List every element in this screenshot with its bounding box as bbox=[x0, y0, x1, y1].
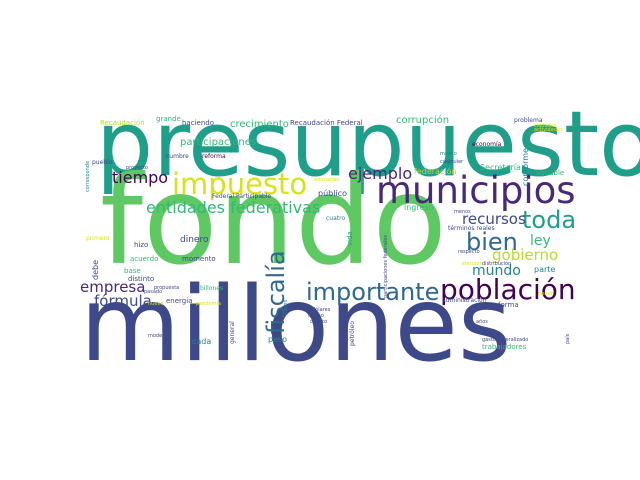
word-recursos: recursos bbox=[462, 210, 526, 228]
word-economia: economía bbox=[472, 141, 502, 148]
word-importante: importante bbox=[306, 278, 440, 306]
word-terminos-reales: términos reales bbox=[448, 225, 495, 232]
word-cada: cada bbox=[192, 337, 212, 346]
word-tienen: tienen bbox=[538, 291, 554, 297]
word-conforme: conforme bbox=[521, 148, 530, 186]
word-formula: fórmula bbox=[94, 292, 152, 310]
word-momento: momento bbox=[182, 255, 216, 263]
word-respecto: respecto bbox=[458, 249, 480, 255]
word-primero: primero bbox=[86, 235, 110, 242]
word-gobierno: gobierno bbox=[492, 246, 559, 264]
word-casos: casos bbox=[283, 299, 289, 314]
word-participaciones-federales: participaciones federales bbox=[383, 235, 389, 298]
word-recaudacion-federal: Recaudación Federal bbox=[290, 119, 363, 127]
word-pais: país bbox=[565, 333, 571, 344]
word-modelo: modelo bbox=[148, 333, 167, 339]
word-debe: debe bbox=[91, 260, 100, 280]
word-variable: variable bbox=[536, 169, 565, 177]
word-propuesta: propuesta bbox=[154, 285, 180, 291]
word-mismo: mismo bbox=[440, 151, 457, 157]
word-haciendo: haciendo bbox=[182, 119, 214, 127]
word-hizo: hizo bbox=[134, 241, 149, 249]
word-participaciones: participaciones bbox=[180, 137, 257, 148]
word-forma: forma bbox=[498, 301, 519, 309]
word-tiempo: tiempo bbox=[112, 168, 169, 187]
word-petroleo: petróleo bbox=[349, 321, 356, 346]
word-menos: menos bbox=[454, 209, 471, 215]
word-general: general bbox=[229, 321, 236, 344]
word-proyecto: proyecto bbox=[126, 165, 148, 171]
word-bien: bien bbox=[466, 228, 518, 256]
word-trabajadores: trabajadores bbox=[482, 343, 527, 351]
word-distribucion: distribución bbox=[482, 261, 512, 267]
word-base: base bbox=[124, 267, 141, 275]
word-ingreso: ingreso bbox=[404, 203, 434, 212]
word-corresponde: corresponde bbox=[85, 160, 91, 192]
word-billones: billones bbox=[200, 285, 224, 292]
word-pandemia: pandemia bbox=[196, 301, 221, 307]
word-educacion: educación bbox=[314, 177, 340, 183]
word-mundo: mundo bbox=[472, 263, 521, 279]
word-cualquier: cualquier bbox=[440, 159, 464, 165]
word-cuatro: cuatro bbox=[326, 215, 346, 222]
word-reforma: reforma bbox=[202, 153, 226, 160]
word-ejemplo: ejemplo bbox=[348, 164, 413, 183]
word-acuerdo: acuerdo bbox=[130, 255, 159, 263]
word-ciudades: ciudades bbox=[534, 123, 557, 129]
word-impuesto: impuesto bbox=[172, 167, 308, 201]
word-federal-participable: Federal Participable bbox=[212, 193, 272, 200]
word-poblacion: población bbox=[440, 273, 576, 306]
word-empresa: empresa bbox=[80, 278, 146, 296]
word-anos: años bbox=[476, 319, 488, 325]
word-eleccion: elección bbox=[462, 261, 483, 267]
word-pueblo: pueblo bbox=[92, 159, 113, 166]
word-parte: parte bbox=[534, 265, 556, 274]
word-secretaria: Secretaría bbox=[480, 163, 521, 172]
word-municipios: municipios bbox=[376, 169, 576, 212]
word-ley: ley bbox=[530, 233, 551, 249]
word-dolares: dólares bbox=[312, 307, 331, 313]
word-dinero: dinero bbox=[180, 235, 209, 245]
word-presupuesto: presupuesto bbox=[96, 92, 640, 197]
word-publico: público bbox=[318, 189, 347, 198]
word-nuevo: nuevo bbox=[148, 301, 164, 307]
word-vida: vida bbox=[346, 231, 354, 246]
word-cuanto: cuanto bbox=[310, 319, 328, 325]
word-energia: energía bbox=[166, 297, 193, 305]
word-cumbre: cumbre bbox=[166, 153, 189, 160]
word-grande: grande bbox=[156, 115, 181, 123]
word-crecimiento: crecimiento bbox=[230, 119, 289, 130]
word-fiscalia: fiscalía bbox=[262, 250, 290, 334]
word-problema: problema bbox=[514, 117, 543, 124]
word-fondo: fondo bbox=[100, 150, 447, 292]
word-recaudacion: Recaudación bbox=[100, 119, 145, 127]
word-ultimo: último bbox=[308, 313, 324, 319]
word-toda: toda bbox=[522, 206, 577, 234]
word-entidades-federativas: entidades federativas bbox=[146, 198, 321, 217]
word-pasado: pasado bbox=[144, 289, 163, 295]
word-millones: millones bbox=[80, 265, 512, 385]
word-federacion: federación bbox=[414, 167, 457, 176]
word-corrupcion: corrupción bbox=[396, 115, 450, 126]
word-gasto-federalizado: gasto federalizado bbox=[482, 337, 529, 343]
word-peso: peso bbox=[268, 335, 288, 344]
word-distinto: distinto bbox=[128, 275, 155, 283]
word-administracion: administración bbox=[442, 297, 487, 304]
word-actividades: actividades bbox=[534, 127, 563, 133]
